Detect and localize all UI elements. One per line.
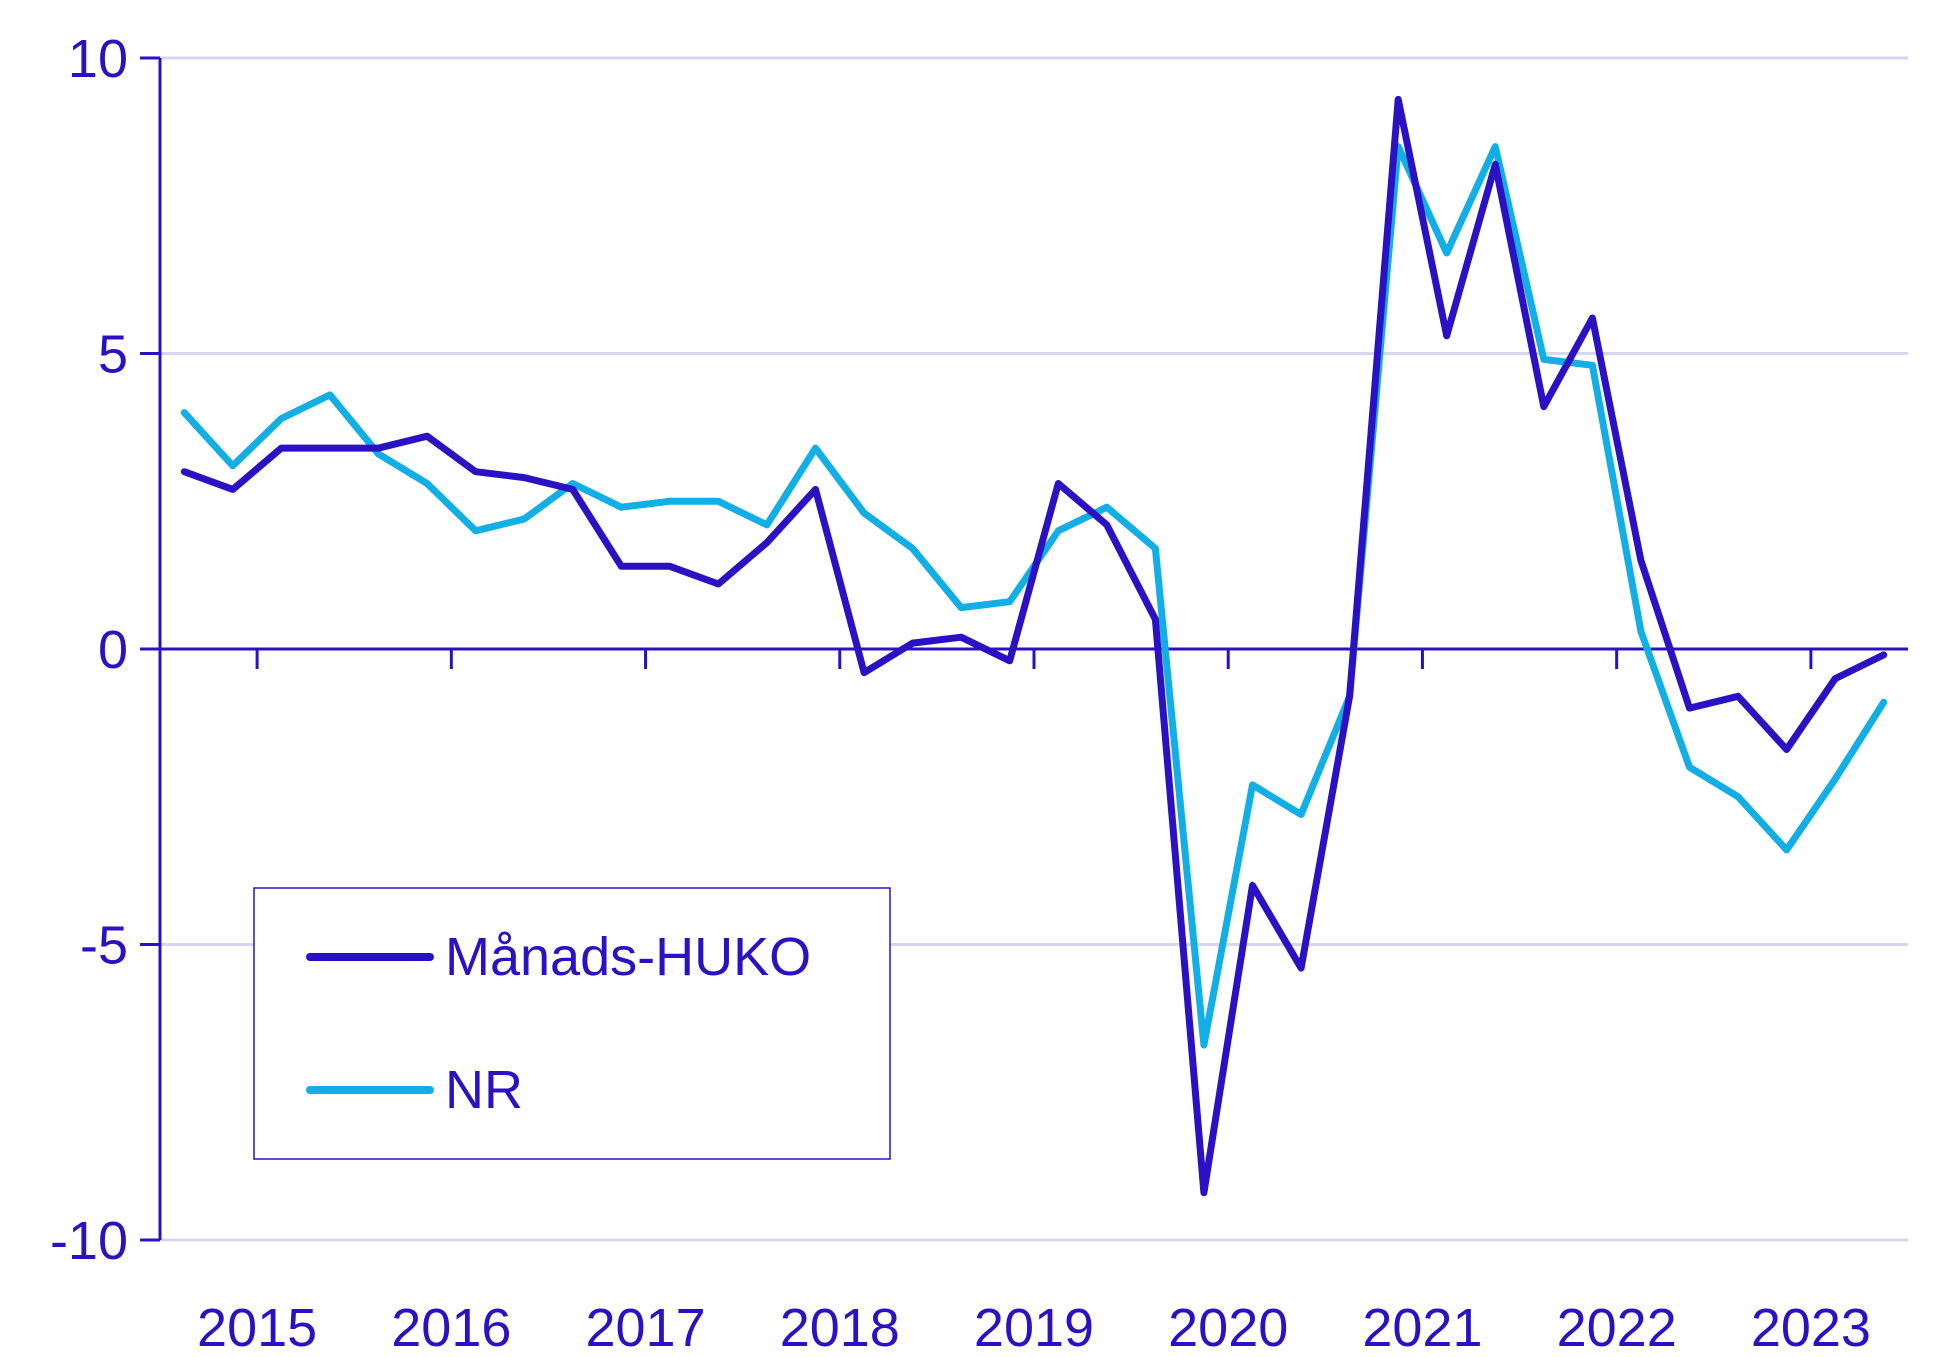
x-tick-label: 2019 (974, 1298, 1094, 1357)
x-tick-label: 2018 (780, 1298, 900, 1357)
y-tick-label: -10 (50, 1211, 128, 1271)
y-tick-label: 0 (98, 620, 128, 680)
series-lines (180, 95, 1888, 1197)
legend-label-nr: NR (445, 1060, 523, 1120)
y-tick-label: -5 (80, 916, 128, 976)
legend: Månads-HUKO NR (253, 887, 891, 1160)
x-tick-label: 2015 (197, 1298, 317, 1357)
legend-label-manads-huko: Månads-HUKO (445, 927, 811, 987)
legend-box (253, 887, 891, 1160)
y-axis-ticks: 10 5 0 -5 -10 (50, 29, 160, 1271)
series-line-manads-huko (180, 95, 1888, 1197)
x-tick-label: 2016 (391, 1298, 511, 1357)
x-tick-label: 2017 (585, 1298, 705, 1357)
x-tick-label: 2020 (1168, 1298, 1288, 1357)
x-axis-ticks: 2015 2016 2017 2018 2019 2020 2021 2022 2023 (197, 649, 1871, 1357)
y-tick-label: 5 (98, 325, 128, 385)
x-tick-label: 2022 (1557, 1298, 1677, 1357)
y-tick-label: 10 (68, 29, 128, 89)
x-tick-label: 2023 (1751, 1298, 1871, 1357)
x-tick-label: 2021 (1362, 1298, 1482, 1357)
